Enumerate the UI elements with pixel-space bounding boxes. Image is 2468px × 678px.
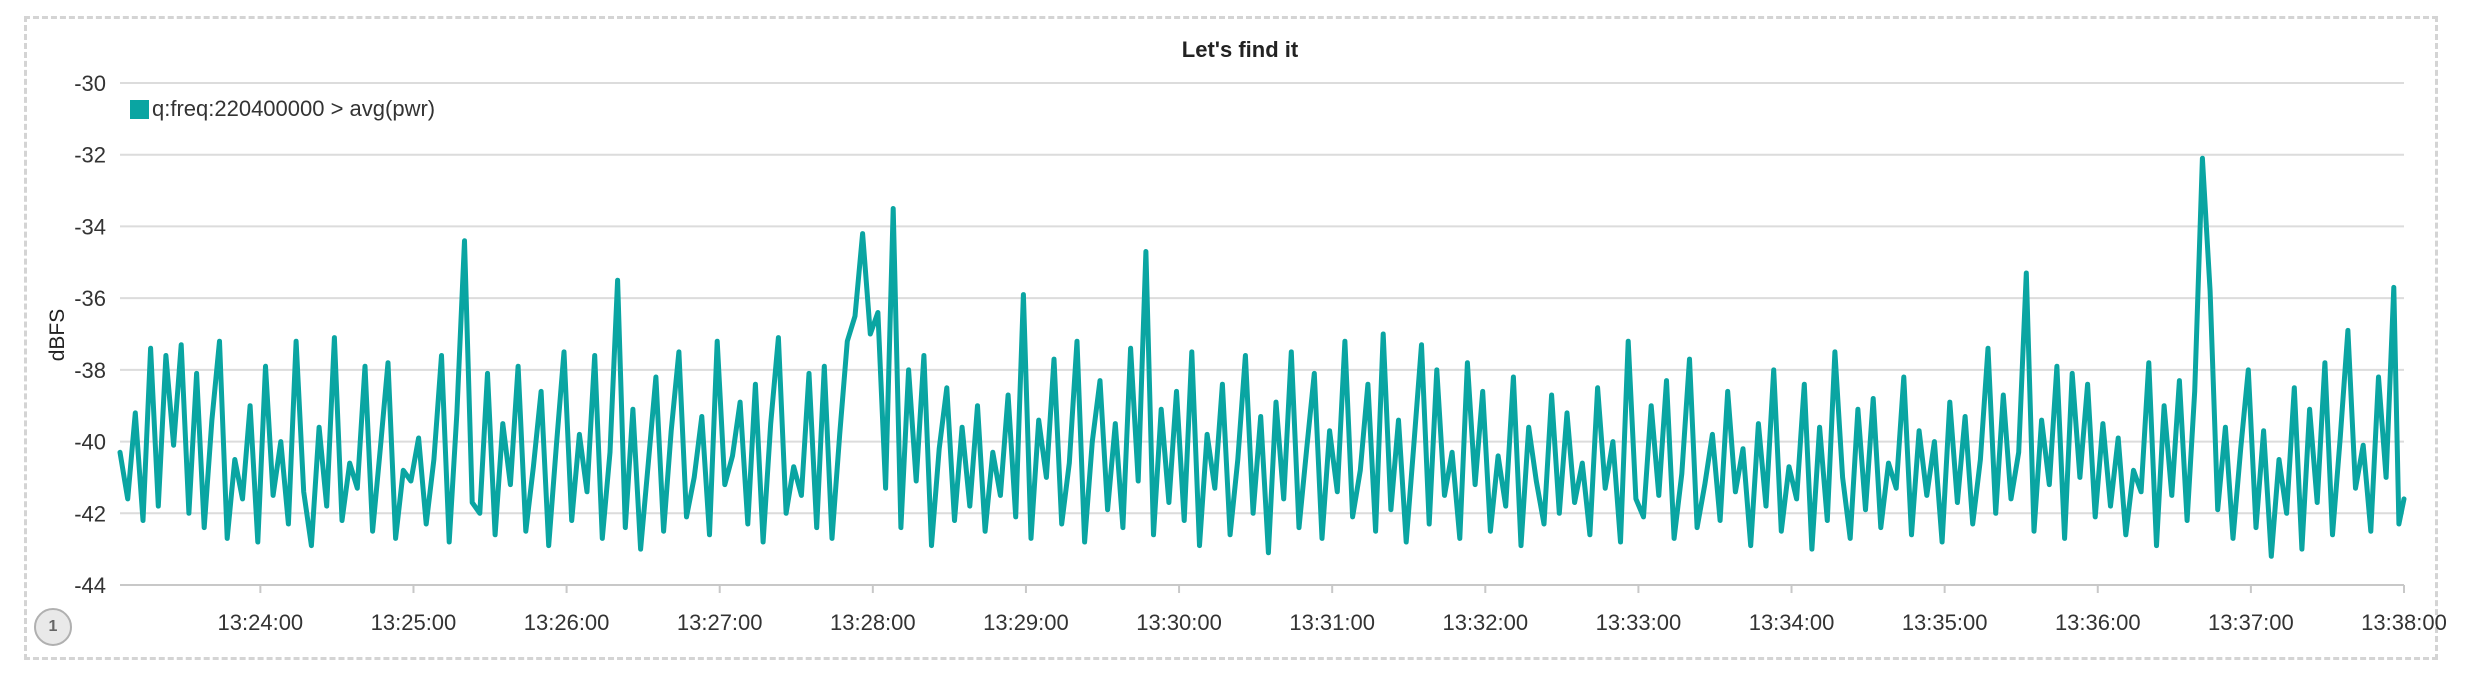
x-tick-label: 13:32:00 <box>1442 610 1528 635</box>
chart-panel <box>24 16 2438 660</box>
y-tick-label: -42 <box>74 501 106 526</box>
x-tick-label: 13:38:00 <box>2361 610 2447 635</box>
x-tick-label: 13:29:00 <box>983 610 1069 635</box>
x-tick-label: 13:28:00 <box>830 610 916 635</box>
y-tick-label: -36 <box>74 286 106 311</box>
legend[interactable]: q:freq:220400000 > avg(pwr) <box>130 96 435 121</box>
x-tick-label: 13:31:00 <box>1289 610 1375 635</box>
x-tick-label: 13:37:00 <box>2208 610 2294 635</box>
y-tick-label: -44 <box>74 573 106 598</box>
y-tick-label: -40 <box>74 430 106 455</box>
y-tick-label: -30 <box>74 71 106 96</box>
x-tick-label: 13:30:00 <box>1136 610 1222 635</box>
y-tick-label: -34 <box>74 214 106 239</box>
x-tick-label: 13:25:00 <box>371 610 457 635</box>
x-tick-label: 13:33:00 <box>1596 610 1682 635</box>
y-tick-label: -32 <box>74 143 106 168</box>
x-tick-label: 13:35:00 <box>1902 610 1988 635</box>
chart-title: Let's find it <box>1182 37 1299 62</box>
y-axis-label: dBFS <box>46 309 69 362</box>
x-tick-label: 13:34:00 <box>1749 610 1835 635</box>
panel-number-badge[interactable]: 1 <box>34 608 72 646</box>
series-line-0 <box>117 155 2407 559</box>
x-tick-label: 13:27:00 <box>677 610 763 635</box>
series-layer <box>117 155 2407 559</box>
x-axis: 13:24:00 13:25:00 13:26:00 13:27:00 13:28:00… <box>218 585 2447 635</box>
x-tick-label: 13:24:00 <box>218 610 304 635</box>
y-axis: -30 -32 -34 -36 -38 -40 -42 -44 <box>74 71 106 598</box>
legend-swatch <box>130 100 149 119</box>
x-tick-label: 13:26:00 <box>524 610 610 635</box>
y-tick-label: -38 <box>74 358 106 383</box>
legend-label: q:freq:220400000 > avg(pwr) <box>152 96 435 121</box>
x-tick-label: 13:36:00 <box>2055 610 2141 635</box>
